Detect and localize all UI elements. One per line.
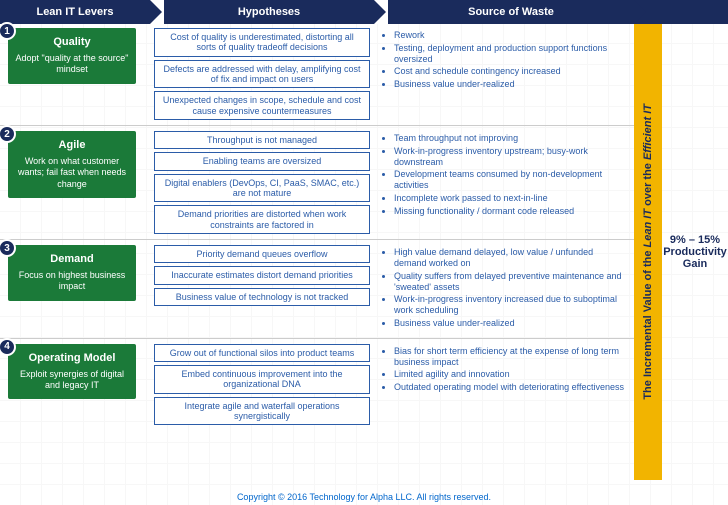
lever-box: Quality Adopt "quality at the source" min…: [8, 28, 136, 84]
waste-item: Team throughput not improving: [394, 133, 628, 144]
waste-list: High value demand delayed, low value / u…: [380, 247, 628, 329]
lever-number-badge: 4: [0, 338, 16, 356]
vbar-mid: over the: [642, 160, 654, 209]
waste-list: Rework Testing, deployment and production…: [380, 30, 628, 90]
lever-col: 1QualityAdopt "quality at the source" mi…: [0, 28, 150, 120]
lever-box: Agile Work on what customer wants; fail f…: [8, 131, 136, 198]
waste-col: Rework Testing, deployment and production…: [374, 28, 634, 120]
lever-title: Agile: [14, 139, 130, 151]
lever-subtitle: Exploit synergies of digital and legacy …: [14, 369, 130, 392]
lever-row: 3DemandFocus on highest business impactP…: [0, 241, 634, 337]
hypothesis-box: Digital enablers (DevOps, CI, PaaS, SMAC…: [154, 174, 370, 203]
vbar-pre: The Incremental Value of the: [642, 248, 654, 400]
lever-col: 2AgileWork on what customer wants; fail …: [0, 131, 150, 234]
hypotheses-col: Grow out of functional silos into produc…: [150, 344, 374, 426]
header-levers-label: Lean IT Levers: [36, 6, 113, 18]
gain-column: 9% – 15% Productivity Gain: [662, 24, 728, 480]
waste-item: Work-in-progress inventory upstream; bus…: [394, 146, 628, 168]
lever-subtitle: Work on what customer wants; fail fast w…: [14, 156, 130, 190]
hypothesis-box: Integrate agile and waterfall operations…: [154, 397, 370, 426]
lever-title: Demand: [14, 253, 130, 265]
content-area: 1QualityAdopt "quality at the source" mi…: [0, 24, 728, 480]
waste-item: Work-in-progress inventory increased due…: [394, 294, 628, 316]
vbar-em1: Lean IT: [642, 209, 654, 248]
waste-item: Business value under-realized: [394, 318, 628, 329]
hypothesis-box: Unexpected changes in scope, schedule an…: [154, 91, 370, 120]
waste-item: Rework: [394, 30, 628, 41]
waste-item: Cost and schedule contingency increased: [394, 66, 628, 77]
lever-title: Quality: [14, 36, 130, 48]
waste-item: Incomplete work passed to next-in-line: [394, 193, 628, 204]
value-bar-text: The Incremental Value of the Lean IT ove…: [642, 104, 654, 400]
lever-subtitle: Focus on highest business impact: [14, 270, 130, 293]
waste-list: Team throughput not improving Work-in-pro…: [380, 133, 628, 217]
hypotheses-col: Throughput is not managed Enabling teams …: [150, 131, 374, 234]
waste-item: High value demand delayed, low value / u…: [394, 247, 628, 269]
waste-item: Development teams consumed by non-develo…: [394, 169, 628, 191]
row-divider: [0, 239, 634, 240]
chevron-icon: [374, 0, 386, 24]
header-waste-label: Source of Waste: [468, 6, 554, 18]
waste-list: Bias for short term efficiency at the ex…: [380, 346, 628, 393]
hypothesis-box: Business value of technology is not trac…: [154, 288, 370, 306]
row-divider: [0, 125, 634, 126]
gain-label1: Productivity: [663, 246, 727, 258]
left-columns: 1QualityAdopt "quality at the source" mi…: [0, 24, 634, 480]
waste-item: Testing, deployment and production suppo…: [394, 43, 628, 65]
waste-item: Missing functionality / dormant code rel…: [394, 206, 628, 217]
header-hypotheses-label: Hypotheses: [238, 6, 300, 18]
hypothesis-box: Defects are addressed with delay, amplif…: [154, 60, 370, 89]
hypothesis-box: Embed continuous improvement into the or…: [154, 365, 370, 394]
lever-box: Demand Focus on highest business impact: [8, 245, 136, 301]
hypothesis-box: Demand priorities are distorted when wor…: [154, 205, 370, 234]
lever-subtitle: Adopt "quality at the source" mindset: [14, 53, 130, 76]
gain-label2: Gain: [663, 258, 727, 270]
value-bar: The Incremental Value of the Lean IT ove…: [634, 24, 662, 480]
hypothesis-box: Throughput is not managed: [154, 131, 370, 149]
header-hypotheses: Hypotheses: [164, 0, 374, 24]
lever-title: Operating Model: [14, 352, 130, 364]
waste-item: Business value under-realized: [394, 79, 628, 90]
hypothesis-box: Enabling teams are oversized: [154, 152, 370, 170]
waste-col: Bias for short term efficiency at the ex…: [374, 344, 634, 426]
header-waste: Source of Waste: [388, 0, 634, 24]
hypotheses-col: Priority demand queues overflow Inaccurat…: [150, 245, 374, 333]
lever-box: Operating Model Exploit synergies of digi…: [8, 344, 136, 400]
chevron-icon: [634, 0, 646, 24]
waste-col: Team throughput not improving Work-in-pro…: [374, 131, 634, 234]
lever-col: 3DemandFocus on highest business impact: [0, 245, 150, 333]
waste-item: Bias for short term efficiency at the ex…: [394, 346, 628, 368]
waste-item: Limited agility and innovation: [394, 369, 628, 380]
lever-row: 1QualityAdopt "quality at the source" mi…: [0, 24, 634, 124]
gain-range: 9% – 15%: [663, 234, 727, 246]
hypotheses-col: Cost of quality is underestimated, disto…: [150, 28, 374, 120]
vbar-em2: Efficient IT: [642, 104, 654, 160]
hypothesis-box: Grow out of functional silos into produc…: [154, 344, 370, 362]
copyright-footer: Copyright © 2016 Technology for Alpha LL…: [0, 492, 728, 502]
waste-item: Quality suffers from delayed preventive …: [394, 271, 628, 293]
header-row: Lean IT Levers Hypotheses Source of Wast…: [0, 0, 728, 24]
lever-row: 2AgileWork on what customer wants; fail …: [0, 127, 634, 238]
chevron-icon: [150, 0, 162, 24]
hypothesis-box: Inaccurate estimates distort demand prio…: [154, 266, 370, 284]
waste-col: High value demand delayed, low value / u…: [374, 245, 634, 333]
header-levers: Lean IT Levers: [0, 0, 150, 24]
lever-row: 4Operating Model Exploit synergies of dig…: [0, 340, 634, 430]
lever-col: 4Operating ModelExploit synergies of dig…: [0, 344, 150, 426]
hypothesis-box: Cost of quality is underestimated, disto…: [154, 28, 370, 57]
hypothesis-box: Priority demand queues overflow: [154, 245, 370, 263]
row-divider: [0, 338, 634, 339]
waste-item: Outdated operating model with deteriorat…: [394, 382, 628, 393]
